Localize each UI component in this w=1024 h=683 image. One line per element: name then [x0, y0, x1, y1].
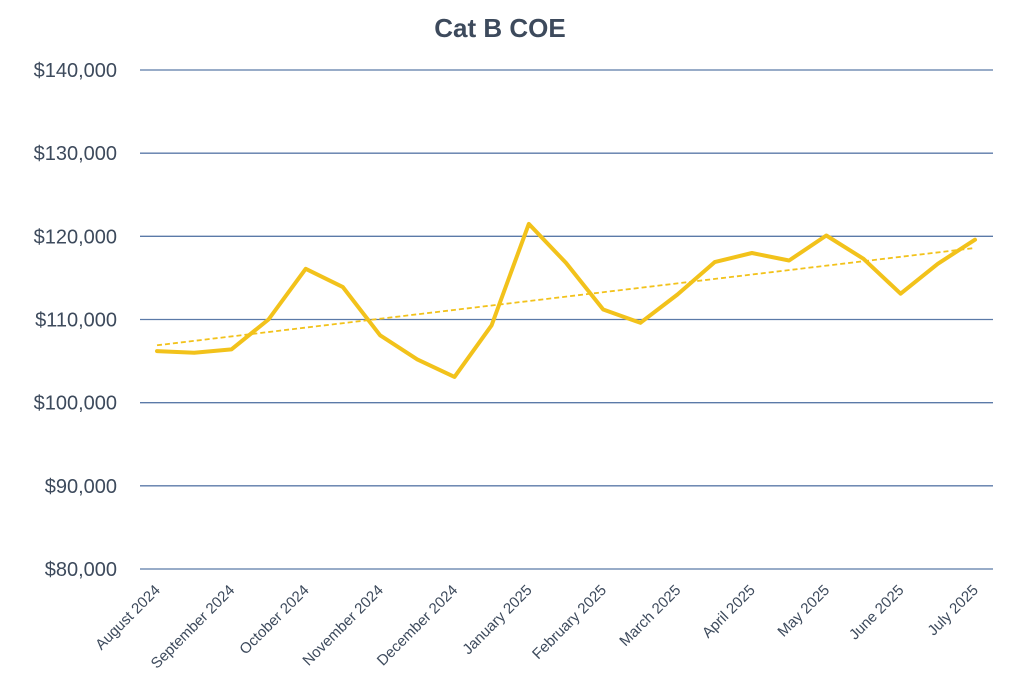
data-point	[973, 238, 977, 242]
x-tick-label: March 2025	[616, 582, 684, 650]
data-point	[229, 347, 233, 351]
data-point	[787, 258, 791, 262]
data-point	[564, 261, 568, 265]
y-tick-label: $80,000	[45, 559, 117, 581]
gridlines	[140, 69, 993, 570]
data-point	[527, 222, 531, 226]
y-tick-label: $130,000	[34, 143, 117, 165]
data-point	[490, 323, 494, 327]
data-point	[341, 285, 345, 289]
y-tick-label: $110,000	[35, 310, 117, 332]
y-tick-label: $90,000	[45, 476, 117, 498]
data-point	[936, 262, 940, 266]
x-tick-label: October 2024	[236, 582, 312, 658]
x-tick-label: August 2024	[92, 582, 164, 654]
data-point	[155, 349, 159, 353]
chart-title: Cat B COE	[434, 13, 565, 43]
x-tick-label: June 2025	[846, 582, 908, 644]
y-tick-label: $100,000	[34, 393, 117, 415]
data-point	[676, 293, 680, 297]
x-tick-label: February 2025	[529, 582, 610, 663]
data-point	[304, 267, 308, 271]
x-tick-label: July 2025	[924, 582, 981, 639]
data-point	[750, 251, 754, 255]
data-point	[415, 357, 419, 361]
y-tick-label: $140,000	[34, 60, 117, 82]
x-tick-label: January 2025	[459, 582, 535, 658]
data-point	[378, 333, 382, 337]
x-tick-label: December 2024	[374, 582, 461, 669]
x-tick-label: April 2025	[699, 582, 759, 642]
data-point	[452, 375, 456, 379]
series-line	[155, 221, 977, 379]
data-point	[601, 308, 605, 312]
trendline	[156, 247, 976, 347]
y-axis-tick-labels: $80,000 $90,000 $100,000 $110,000 $120,000 $1…	[34, 60, 117, 581]
data-point	[638, 321, 642, 325]
series-layer	[155, 221, 977, 379]
y-tick-label: $120,000	[34, 226, 117, 248]
data-point	[192, 351, 196, 355]
data-point	[824, 234, 828, 238]
data-point	[899, 292, 903, 296]
data-point	[267, 318, 271, 321]
data-point	[861, 257, 865, 261]
data-point	[713, 260, 717, 264]
trendline-layer	[156, 247, 976, 347]
x-tick-label: May 2025	[774, 582, 833, 641]
